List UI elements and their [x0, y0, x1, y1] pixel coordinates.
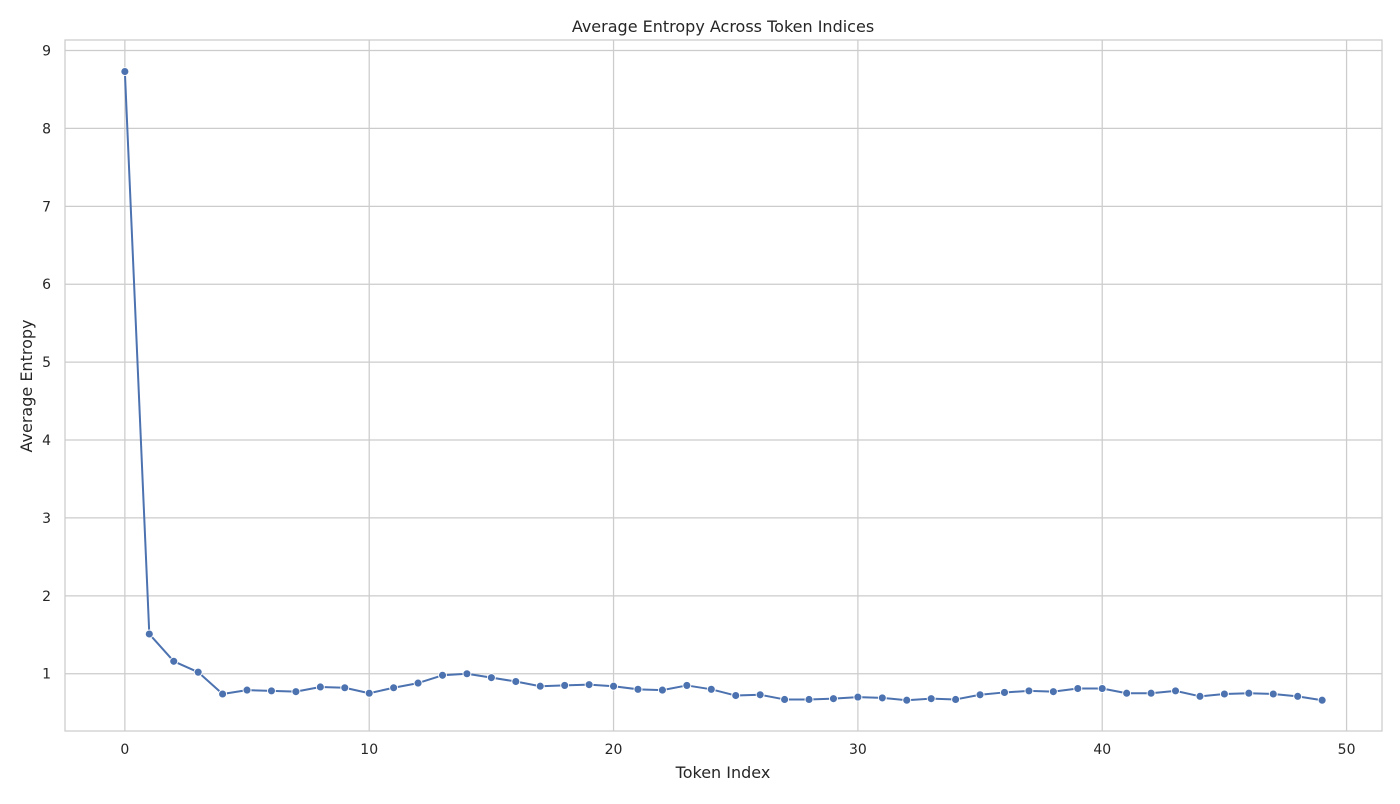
data-point	[1048, 687, 1058, 697]
data-point	[1171, 686, 1180, 696]
data-point	[951, 695, 961, 704]
data-point	[218, 689, 228, 699]
data-point	[1122, 688, 1132, 698]
data-point	[755, 690, 765, 700]
data-point	[780, 695, 790, 704]
data-point	[1024, 686, 1034, 696]
y-axis-label: Average Entropy	[17, 320, 36, 453]
data-point	[829, 694, 838, 704]
tick-layer: 0 10 20 30 40 50 1 2 3 4 5 6 7 8 9	[42, 44, 1355, 758]
y-tick-label: 9	[42, 44, 51, 60]
data-point	[144, 629, 154, 639]
data-point	[413, 678, 423, 688]
x-tick-label: 10	[360, 742, 378, 758]
data-point	[193, 667, 203, 677]
y-tick-label: 1	[42, 667, 51, 683]
x-tick-label: 40	[1093, 742, 1111, 758]
y-tick-label: 5	[42, 355, 51, 371]
data-point	[902, 695, 912, 705]
data-point	[633, 684, 643, 694]
data-point	[1293, 691, 1303, 701]
data-point	[486, 673, 496, 683]
x-tick-label: 30	[849, 742, 867, 758]
y-tick-label: 7	[42, 199, 51, 215]
data-point	[1244, 688, 1254, 698]
data-point	[1268, 689, 1278, 699]
y-tick-label: 6	[42, 277, 51, 293]
data-point	[291, 687, 301, 697]
data-point	[877, 693, 887, 703]
data-point	[731, 691, 741, 700]
data-point	[120, 67, 130, 77]
x-tick-label: 0	[120, 742, 129, 758]
data-point	[804, 695, 814, 704]
data-point	[511, 677, 521, 686]
data-point	[315, 682, 325, 692]
data-point	[267, 686, 276, 696]
data-point	[706, 684, 716, 694]
data-point	[340, 683, 350, 693]
data-point	[975, 690, 985, 700]
data-point	[1317, 695, 1327, 705]
data-point	[242, 685, 252, 695]
series-line	[123, 71, 1323, 702]
data-point	[682, 680, 692, 690]
series-layer	[120, 67, 1327, 705]
data-point	[1097, 684, 1107, 693]
y-tick-label: 8	[42, 121, 51, 137]
data-point	[853, 692, 863, 702]
data-point	[926, 694, 936, 704]
data-point	[1195, 691, 1205, 701]
data-point	[1146, 688, 1156, 698]
plot-frame	[64, 39, 1383, 732]
data-point	[584, 680, 594, 690]
x-tick-label: 50	[1338, 742, 1356, 758]
data-point	[1000, 687, 1009, 697]
chart-title: Average Entropy Across Token Indices	[572, 17, 874, 36]
data-point	[1073, 684, 1083, 693]
data-point	[364, 688, 374, 698]
data-point	[535, 681, 545, 691]
data-point	[1219, 689, 1229, 699]
y-tick-label: 4	[42, 433, 51, 449]
y-tick-label: 3	[42, 511, 51, 527]
data-point	[389, 683, 399, 693]
data-point	[657, 685, 667, 695]
data-point	[169, 656, 179, 666]
y-tick-label: 2	[42, 589, 51, 605]
data-point	[609, 681, 618, 691]
data-point	[438, 670, 447, 680]
data-point	[560, 680, 570, 690]
x-tick-label: 20	[605, 742, 623, 758]
grid-layer	[65, 40, 1382, 731]
x-axis-label: Token Index	[675, 763, 771, 782]
data-point	[462, 669, 472, 679]
